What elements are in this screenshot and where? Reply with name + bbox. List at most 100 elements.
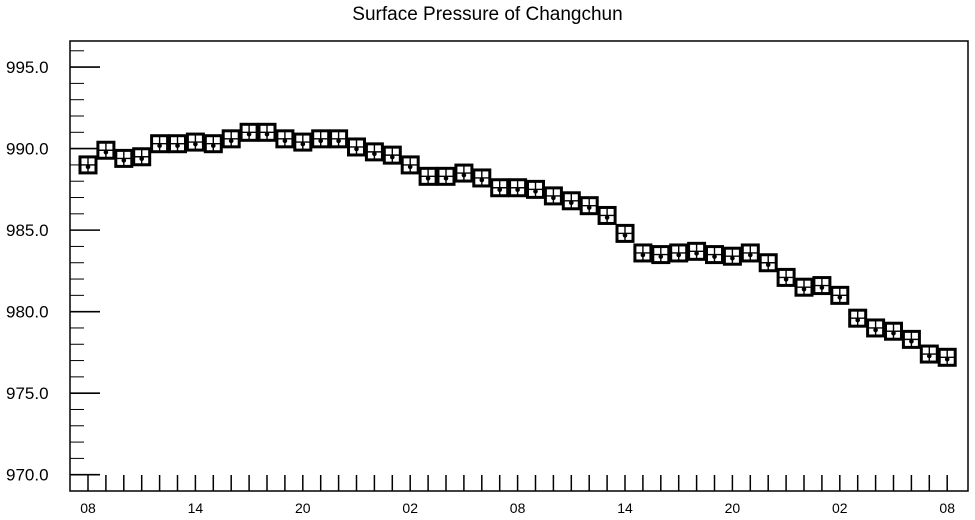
data-point-dot [622,233,628,238]
data-point [293,132,313,152]
data-point [347,137,366,157]
data-point-dot [121,158,127,163]
data-point [168,134,187,154]
data-point-dot [569,200,574,206]
y-tick-label: 990.0 [6,140,49,159]
x-tick-label: 20 [295,500,311,516]
y-tick-label: 995.0 [6,58,49,77]
data-point [418,166,438,186]
data-point-dot [157,143,162,149]
plot-frame [69,40,969,492]
data-point [597,205,617,225]
x-tick-label: 14 [188,500,204,516]
data-point [203,134,223,154]
data-point [794,277,814,297]
data-point-dot [676,252,681,258]
data-point-dot [712,254,717,259]
x-axis: 08 14 20 02 08 14 20 02 08 [80,475,955,516]
data-point [633,243,653,263]
data-point [454,163,474,183]
x-tick-label: 08 [939,500,955,516]
x-tick-label: 08 [510,500,526,516]
data-point [866,318,886,338]
data-point [543,186,563,206]
y-tick-label: 975.0 [6,384,49,403]
data-point [884,321,903,341]
data-point [830,285,850,305]
data-point-dot [801,286,807,292]
data-point-dot [175,143,180,149]
data-point-dot [461,172,467,178]
data-point-dot [855,317,860,323]
data-point-dot [694,251,699,256]
data-point [669,243,689,263]
data-point-dot [390,154,395,160]
data-point-dot [873,327,878,333]
data-point-dot [425,176,431,181]
data-point-dot [497,187,503,193]
data-point-dot [85,164,91,170]
y-tick-label: 980.0 [6,303,49,322]
data-point [937,347,957,367]
data-point [132,147,152,167]
data-point [364,142,384,162]
data-point-dot [318,138,324,144]
data-point [579,196,599,216]
data-point-dot [211,143,216,149]
data-point [185,132,205,152]
data-point [490,178,510,198]
data-point-dot [479,177,485,183]
data-point-dot [748,252,753,258]
data-point [436,166,456,186]
data-point [740,243,760,263]
y-tick-label: 970.0 [6,466,49,485]
data-point [78,155,98,175]
data-point-dot [909,339,914,344]
x-tick-label: 20 [725,500,741,516]
data-point [758,253,778,273]
data-markers [78,122,957,367]
data-point-dot [819,285,825,290]
data-point-dot [640,252,646,258]
data-point-dot [604,215,610,220]
y-tick-label: 985.0 [6,221,49,240]
data-point-dot [264,132,270,137]
data-point-dot [783,277,789,282]
data-point [651,245,671,265]
data-point-dot [658,254,664,259]
data-point-dot [354,146,359,152]
data-point-dot [372,151,377,157]
data-point-dot [193,141,198,147]
data-point-dot [246,132,252,137]
data-point [275,129,295,149]
x-tick-label: 02 [832,500,848,516]
data-point [919,344,939,364]
data-point-dot [533,189,538,194]
data-point-dot [443,176,449,181]
data-point-dot [891,330,896,336]
y-axis: 995.0 990.0 985.0 980.0 975.0 970.0 [6,50,100,485]
data-point-dot [336,138,341,144]
data-point [508,178,528,198]
data-point [311,129,331,149]
data-point [150,134,170,154]
data-point [472,168,492,188]
data-point [615,223,635,243]
data-point [722,246,742,266]
data-point [561,191,581,211]
data-point [687,241,707,261]
data-point-dot [515,187,520,193]
x-tick-label: 02 [402,500,418,516]
data-point-dot [407,164,413,170]
data-point [382,145,402,165]
data-point-dot [282,138,288,144]
data-point-dot [139,156,144,162]
data-point [705,245,724,265]
data-point-dot [103,149,109,155]
data-point [526,179,545,199]
x-tick-label: 08 [80,500,96,516]
data-point-dot [586,205,592,210]
data-point-dot [837,295,843,300]
data-point [776,267,796,287]
data-point-dot [765,262,771,268]
